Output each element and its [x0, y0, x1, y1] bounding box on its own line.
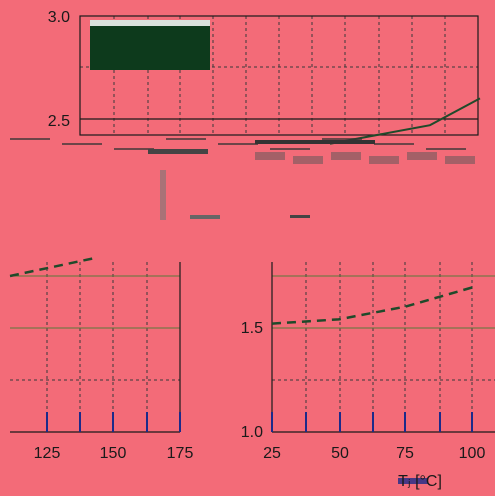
- lower-right-ytick-label: 1.5: [241, 320, 263, 337]
- glitch-strip: [10, 138, 50, 140]
- lower-right-xtick-label: 75: [396, 445, 414, 462]
- glitch-band: [10, 138, 475, 220]
- upper-series-line: [329, 97, 481, 145]
- glitch-strip: [255, 152, 285, 160]
- glitch-strip: [293, 156, 323, 164]
- lower-left-series-line: [9, 256, 96, 278]
- glitch-strip: [331, 152, 361, 160]
- lower-right-panel: [271, 262, 495, 484]
- lower-right-xtick-label: 100: [459, 445, 486, 462]
- glitch-strip: [160, 170, 166, 220]
- upper-panel: [79, 15, 481, 145]
- glitch-strip: [398, 478, 428, 484]
- lower-right-xtick-label: 50: [331, 445, 349, 462]
- glitch-strip: [255, 140, 375, 144]
- glitch-strip: [407, 152, 437, 160]
- lower-left-xtick-label: 175: [167, 445, 194, 462]
- lower-left-xtick-label: 150: [100, 445, 127, 462]
- lower-left-panel: [9, 256, 181, 433]
- upper-axes-frame: [79, 15, 479, 136]
- glitch-strip: [62, 143, 102, 145]
- legend-box: [90, 20, 210, 70]
- legend-header: [90, 20, 210, 26]
- glitch-strip: [166, 138, 206, 140]
- glitch-strip: [322, 138, 362, 140]
- glitch-strip: [270, 148, 310, 150]
- glitch-strip: [290, 215, 310, 218]
- glitch-strip: [426, 148, 466, 150]
- x-axis-label: Tⱼ [°C]: [398, 473, 442, 490]
- glitch-strip: [190, 215, 220, 219]
- lower-right-xtick-label: 25: [263, 445, 281, 462]
- upper-ytick-label: 2.5: [48, 113, 70, 130]
- glitch-strip: [445, 156, 475, 164]
- glitch-strip: [148, 149, 208, 154]
- glitch-strip: [369, 156, 399, 164]
- upper-ytick-label: 3.0: [48, 9, 70, 26]
- lower-right-series-line: [271, 286, 473, 325]
- lower-right-ytick-label: 1.0: [241, 424, 263, 441]
- glitch-strip: [374, 143, 414, 145]
- glitch-strip: [114, 148, 154, 150]
- lower-left-xtick-label: 125: [34, 445, 61, 462]
- glitch-strip: [218, 143, 258, 145]
